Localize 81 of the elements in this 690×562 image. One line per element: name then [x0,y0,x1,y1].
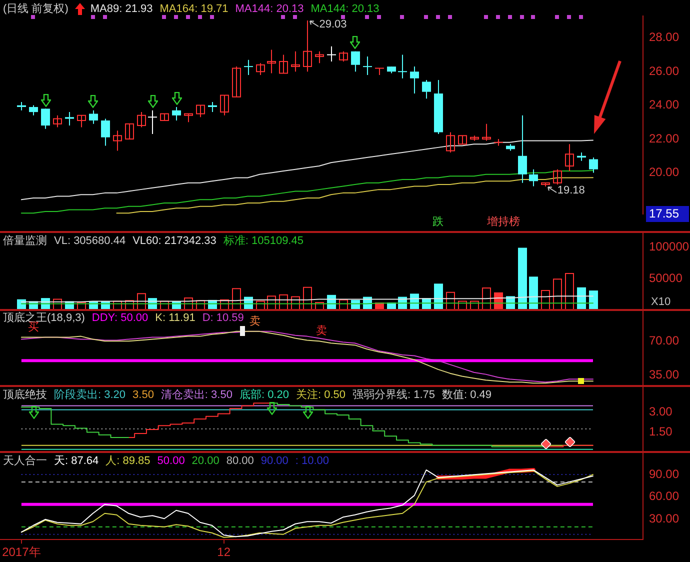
bar [267,296,276,310]
bar [303,286,312,310]
text: 跌 [432,216,444,228]
y-tick-label: 50000 [649,270,683,285]
ref-line-label: DDY: 50.00 [92,312,148,324]
annotation: 3.50 [132,389,154,402]
y-tick-label: 17.55 [649,206,680,220]
candlestick [565,144,574,172]
ref-line-label: 90.00 [260,455,288,468]
candlestick [363,56,372,75]
y-tick-label: 35.00 [649,368,680,382]
ref-line-label: 强弱分界线: 1.75 [352,388,436,402]
ref-line-label: 底部: 0.20 [239,388,289,402]
y-tick-label: 24.00 [649,98,680,112]
bar [553,278,562,310]
candlestick [267,50,276,74]
bar [482,287,491,310]
text: MA144: 20.13 [235,3,304,16]
chart-title: 天人合一 [3,454,47,468]
candlestick [232,66,241,98]
bar [446,292,455,310]
text: MA144: 20.13 [310,3,380,16]
chart-title: 顶底绝技 [3,388,47,402]
annotation: 数值: 0.49 [442,389,492,402]
y-tick-label: 3.00 [649,404,673,419]
text: MA89: 21.93 [90,3,153,16]
annotation: 29.03 [319,18,347,31]
series-label: K: 11.91 [155,312,196,324]
annotation: 买 [28,321,39,334]
ref-line-label: 关注: 0.50 [296,388,346,402]
bar [291,296,300,310]
candlestick [327,46,336,62]
text: X10 [651,296,671,308]
ref-line-label: : 10.00 [295,455,330,468]
y-tick-label: 26.00 [649,64,680,78]
chart-title: 倍量监测 [3,234,47,248]
ref-line-label: 阶段卖出: 3.20 [54,388,126,402]
ref-line-label: 50.00 [157,455,185,468]
text: 人: 89.85 [106,455,150,468]
bar [589,290,598,310]
y-tick-label: 22.00 [649,131,680,146]
candlestick [303,20,312,72]
annotation: 卖 [249,314,260,328]
text: VL60: 217342.33 [132,235,216,248]
text: 增持榜 [486,215,520,228]
candlestick [398,54,407,78]
candlestick [279,54,288,74]
text: MA164: 19.71 [160,3,228,16]
annotation: 19.18 [557,184,585,197]
bar [137,293,146,310]
y-tick-label: 28.00 [649,30,680,44]
bar [518,248,527,310]
candlestick [375,68,384,75]
ref-line-label: 80.00 [226,455,254,468]
ref-line-label: 20.00 [192,455,220,468]
bar [279,294,288,310]
annotation: VL: 305680.44 [54,235,126,248]
candlestick [148,110,157,134]
x-tick-label: 2017年 [2,545,41,560]
bar [529,276,538,310]
x-tick-label: 12 [217,545,231,560]
y-tick-label: 1.50 [649,424,673,439]
series-label: D: 10.59 [202,312,244,324]
y-tick-label: 60.00 [649,489,680,504]
annotation: 卖 [316,324,327,338]
chart-title: (日线 前复权) [3,2,68,16]
bar [541,290,550,310]
candlestick [244,60,253,75]
y-tick-label: 20.00 [649,165,680,180]
y-tick-label: 70.00 [649,333,680,348]
candlestick [125,123,134,140]
bar [232,288,241,310]
ref-line-label: 清仓卖出: 3.50 [160,388,232,402]
y-tick-label: 100000 [649,239,690,254]
y-tick-label: 90.00 [649,466,680,481]
candlestick [113,130,122,151]
y-tick-label: 30.00 [649,512,680,526]
text: 标准: 105109.45 [222,234,304,248]
bar [565,273,574,310]
text: 天: 87.64 [54,455,99,468]
candlestick [220,94,229,116]
